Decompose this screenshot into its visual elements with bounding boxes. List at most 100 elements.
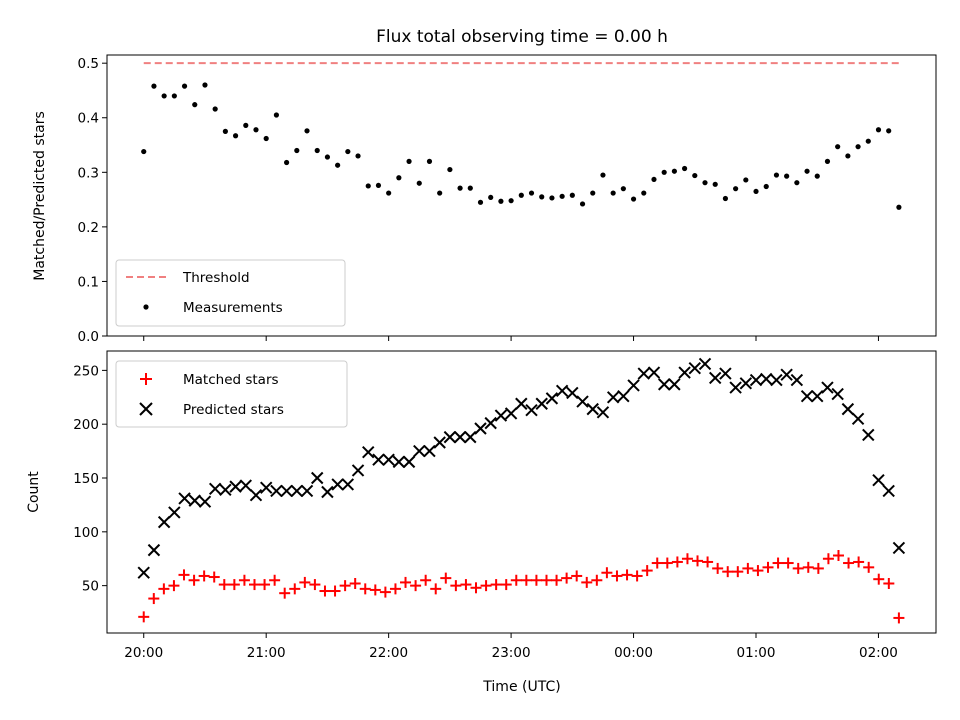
threshold-legend-label: Threshold [182,270,250,286]
measurement-point [386,190,392,196]
matched-star-point [571,570,583,582]
bottom-marks [137,357,906,624]
predicted-star-point [515,397,528,410]
predicted-star-point [351,464,365,477]
measurement-point [171,93,177,99]
matched-star-point [339,580,351,592]
predicted-star-point [208,482,222,495]
predicted-star-point [453,430,467,444]
predicted-star-point [137,566,150,579]
matched-star-point [671,556,683,568]
measurement-point [365,183,371,189]
predicted-star-point [698,357,712,371]
x-tick-label: 23:00 [492,645,531,661]
predicted-star-point [678,366,691,379]
measurement-point [273,112,279,118]
measurement-point [518,192,524,198]
measurement-point [620,186,626,192]
measurement-point [845,153,851,159]
measurement-point [202,82,208,88]
measurement-point [600,172,606,178]
matched-star-point [238,574,250,586]
matched-star-point [460,579,472,591]
predicted-star-point [372,453,385,466]
predicted-star-point [474,422,487,435]
measurement-point [335,162,341,168]
matched-star-point [591,574,603,586]
top-marks [141,62,902,210]
bottom-legend: Matched stars Predicted stars [115,360,348,428]
measurement-point [375,182,382,189]
predicted-star-point [892,541,906,555]
matched-star-point [440,572,452,584]
measurements-legend-label: Measurements [183,300,283,316]
predicted-star-point [362,445,375,459]
predicted-star-point [290,484,304,498]
predicted-star-point [760,372,773,386]
matched-star-point [289,583,301,595]
predicted-star-point [178,492,191,505]
measurement-point [161,93,167,99]
top-legend-box [115,259,346,327]
measurement-point [794,180,800,186]
measurement-point [743,177,749,183]
y-tick-label: 150 [73,471,99,487]
matched-star-point [430,583,442,595]
matched-star-point [329,585,341,597]
matched-star-point [259,579,271,591]
predicted-star-point [259,481,273,494]
matched-star-point [178,569,190,581]
matched-star-point [661,557,673,569]
measurement-point [192,102,198,108]
measurement-point [477,199,484,205]
measurement-point [232,133,239,139]
y-tick-label: 0.0 [78,329,99,345]
measurement-point [528,190,535,196]
measurement-point [447,166,453,173]
bottom-plot-frame [106,350,937,634]
measurement-point [222,128,228,134]
matched-star-point [420,574,432,586]
matched-star-point [198,570,210,582]
matched-star-point [712,562,724,574]
matched-star-point [732,566,744,578]
matched-star-point [722,566,734,578]
predicted-star-point [566,386,579,400]
predicted-star-point [270,484,283,498]
predicted-star-point [790,373,804,387]
predicted-star-point [617,389,630,403]
matched-star-point [369,584,381,596]
predicted-star-point [647,366,661,379]
predicted-star-point [413,444,426,458]
predicted-star-point [851,412,865,426]
matched-star-point [309,579,321,591]
matched-star-point [500,579,512,591]
measurement-point [212,106,218,112]
measurement-point [467,185,473,191]
bottom-y-axis-label: Count [26,471,42,513]
predicted-star-point [596,406,610,419]
predicted-star-point [311,471,324,485]
predicted-star-point [423,444,436,458]
matched-star-point [228,579,240,591]
measurement-point [692,172,698,179]
predicted-star-point [739,377,753,390]
predicted-star-point [882,484,895,498]
measurement-point [243,122,249,128]
measurement-point [284,159,290,166]
predicted-star-point [321,485,334,499]
matched-star-point [470,582,482,594]
matched-star-point [520,574,532,586]
x-tick-label: 01:00 [737,645,776,661]
measurement-point [722,195,729,202]
predicted-star-point [637,367,650,380]
measurement-point [610,190,616,196]
matched-stars-legend-swatch [140,373,152,385]
top-legend: Threshold Measurements [115,259,346,327]
y-tick-label: 0.2 [78,220,99,236]
measurement-point [345,148,351,155]
measurement-point [488,194,494,201]
measurement-point [681,165,688,172]
measurement-point [457,185,463,191]
measurement-point [630,196,637,202]
